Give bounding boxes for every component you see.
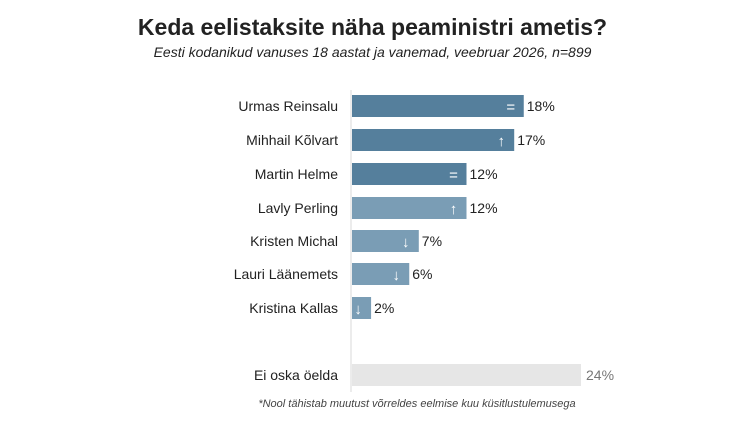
change-icon: ↓ (354, 301, 362, 318)
change-icon: ↑ (497, 133, 505, 150)
value-label: 17% (517, 132, 545, 148)
bar (352, 129, 515, 151)
change-icon: ↑ (450, 201, 458, 218)
category-label: Ei oska öelda (254, 367, 338, 383)
value-label: 12% (470, 166, 498, 182)
category-label: Lavly Perling (258, 200, 338, 216)
bar (352, 197, 467, 219)
value-label: 18% (527, 98, 555, 114)
value-label: 2% (374, 300, 394, 316)
category-label: Kristina Kallas (249, 300, 338, 316)
category-label: Mihhail Kõlvart (246, 132, 338, 148)
category-label: Lauri Läänemets (234, 266, 338, 282)
category-label: Martin Helme (255, 166, 338, 182)
change-icon: = (506, 99, 515, 116)
value-label: 24% (586, 367, 614, 383)
bar (352, 163, 467, 185)
change-icon: ↓ (402, 234, 410, 251)
chart-note: *Nool tähistab muutust võrreldes eelmise… (258, 398, 576, 410)
chart-title: Keda eelistaksite näha peaministri ameti… (137, 14, 608, 40)
category-label: Kristen Michal (250, 233, 338, 249)
change-icon: ↓ (393, 267, 401, 284)
bar (352, 364, 581, 386)
bar (352, 263, 410, 285)
category-label: Urmas Reinsalu (238, 98, 338, 114)
value-label: 6% (412, 266, 432, 282)
bar (352, 95, 524, 117)
value-label: 7% (422, 233, 442, 249)
bar (352, 230, 419, 252)
chart-subtitle: Eesti kodanikud vanuses 18 aastat ja van… (153, 44, 592, 60)
value-label: 12% (470, 200, 498, 216)
bar (352, 297, 372, 319)
change-icon: = (449, 167, 458, 184)
